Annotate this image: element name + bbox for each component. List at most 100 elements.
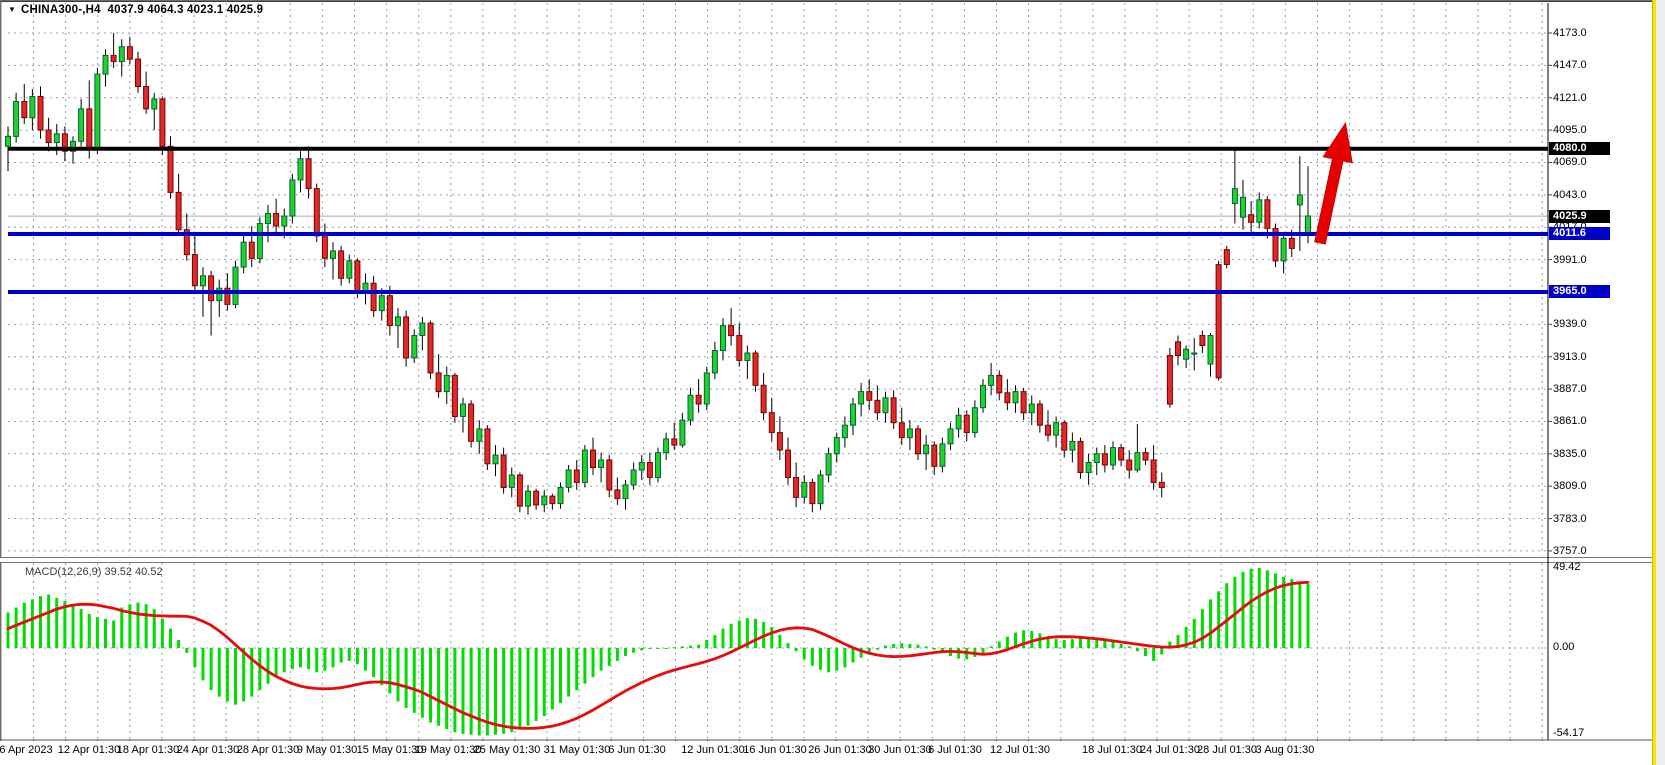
macd-hist-bar: [95, 617, 99, 648]
time-axis-label: 31 May 01:30: [543, 744, 611, 756]
macd-hist-bar: [1144, 648, 1147, 657]
macd-hist-bar: [550, 648, 554, 710]
candle-body: [94, 73, 101, 150]
macd-hist-bar: [299, 648, 302, 668]
time-axis[interactable]: [0, 741, 1652, 765]
macd-hist-bar: [144, 604, 148, 648]
macd-hist-bar: [1070, 639, 1074, 648]
candle-body: [1020, 391, 1027, 414]
price-axis-label: 4147.0: [1553, 59, 1587, 72]
candle-body: [890, 397, 897, 424]
macd-hist-bar: [981, 648, 985, 653]
candle-body: [37, 96, 44, 131]
candle-body: [330, 250, 336, 259]
candle-body: [638, 462, 645, 471]
candle-body: [1288, 237, 1295, 249]
candle-body: [386, 295, 393, 327]
macd-hist-bar: [875, 648, 879, 650]
macd-hist-bar: [900, 643, 904, 648]
time-axis-label: 28 Jul 01:30: [1197, 744, 1257, 756]
candle-body: [13, 101, 20, 137]
macd-hist-bar: [957, 648, 961, 659]
macd-hist-bar: [1209, 599, 1212, 648]
candle-body: [5, 135, 11, 147]
macd-hist-bar: [989, 646, 993, 648]
time-axis-label: 24 Jul 01:30: [1140, 744, 1200, 756]
macd-hist-bar: [347, 648, 351, 661]
macd-hist-bar: [908, 643, 912, 648]
macd-hist-bar: [225, 648, 229, 702]
macd-hist-bar: [274, 648, 278, 678]
macd-hist-bar: [30, 599, 34, 648]
candle-body: [281, 215, 288, 227]
vertical-line-object[interactable]: [1652, 0, 1656, 765]
candle-body: [248, 241, 255, 259]
macd-hist-bar: [396, 648, 400, 702]
macd-hist-bar: [485, 648, 489, 736]
macd-hist-bar: [770, 626, 774, 648]
candle-body: [468, 403, 475, 442]
macd-hist-bar: [307, 648, 311, 670]
macd-hist-bar: [835, 648, 839, 671]
price-tag-badge: 4025.9: [1549, 209, 1610, 223]
price-axis-label: 3757.0: [1553, 544, 1587, 557]
candle-body: [256, 223, 263, 259]
macd-hist-bar: [502, 648, 506, 734]
macd-hist-bar: [1152, 648, 1156, 661]
macd-hist-bar: [615, 648, 619, 661]
macd-hist-bar: [1184, 626, 1188, 648]
candle-body: [931, 444, 938, 467]
macd-hist-bar: [282, 648, 286, 673]
candle-body: [679, 419, 686, 446]
candle-body: [1101, 453, 1108, 466]
candle-body: [224, 287, 231, 305]
macd-hist-bar: [461, 648, 465, 734]
candle-body: [1183, 348, 1190, 360]
macd-hist-bar: [1225, 583, 1229, 648]
candle-body: [752, 352, 759, 386]
macd-hist-bar: [242, 648, 246, 702]
trend-arrow-object[interactable]: [1314, 121, 1353, 245]
candle-body: [167, 145, 174, 193]
macd-hist-bar: [932, 648, 936, 650]
price-tag-badge: 4011.6: [1549, 227, 1610, 241]
price-axis-label: 3991.0: [1553, 253, 1587, 266]
time-axis-label: 16 Jun 01:30: [743, 744, 807, 756]
macd-hist-bar: [518, 648, 522, 729]
macd-hist-bar: [827, 648, 831, 673]
candle-body: [817, 474, 824, 505]
time-axis-label: 6 Apr 2023: [0, 744, 53, 756]
price-axis-label: 4043.0: [1553, 188, 1587, 201]
macd-hist-bar: [63, 601, 67, 648]
macd-hist-bar: [1298, 581, 1302, 648]
candle-body: [191, 254, 198, 287]
macd-indicator-label: MACD(12,26,9) 39.52 40.52: [25, 566, 163, 578]
macd-hist-bar: [266, 648, 270, 684]
macd-hist-bar: [201, 648, 205, 681]
panel-separator[interactable]: [0, 557, 1652, 563]
candle-body: [939, 443, 946, 467]
macd-hist-bar: [599, 648, 603, 671]
candle-body: [606, 459, 613, 491]
candle-body: [118, 46, 125, 63]
macd-hist-bar: [380, 648, 384, 686]
candle-body: [151, 98, 158, 110]
candle-body: [1272, 228, 1279, 262]
macd-hist-bar: [209, 648, 213, 691]
macd-hist-bar: [884, 645, 887, 648]
candle-body: [1158, 481, 1165, 488]
macd-hist-bar: [169, 628, 172, 648]
candle-body: [1118, 447, 1125, 461]
chart-dropdown-icon[interactable]: ▼: [8, 5, 16, 14]
candle-body: [801, 481, 808, 498]
macd-hist-bar: [680, 646, 684, 648]
macd-hist-bar: [1176, 635, 1180, 648]
candle-body: [1036, 403, 1043, 426]
macd-hist-bar: [477, 648, 481, 736]
macd-hist-bar: [1005, 636, 1009, 648]
macd-hist-bar: [71, 605, 75, 648]
candle-body: [78, 108, 85, 142]
macd-hist-bar: [754, 618, 757, 648]
macd-hist-bar: [607, 648, 611, 666]
